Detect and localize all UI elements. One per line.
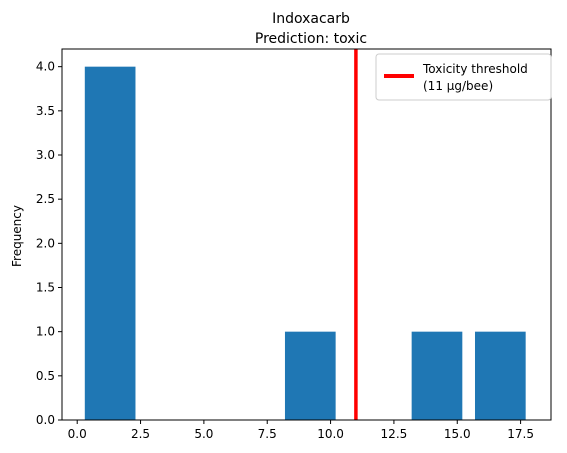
y-tick-label: 2.0 xyxy=(36,236,55,250)
y-tick-label: 4.0 xyxy=(36,60,55,74)
histogram-bar-1 xyxy=(84,66,136,421)
y-tick-label: 0.5 xyxy=(36,369,55,383)
histogram-bar-3 xyxy=(411,331,463,420)
plot-frame xyxy=(61,48,552,421)
x-tick-label: 2.5 xyxy=(131,427,150,441)
legend: Toxicity threshold (11 µg/bee) xyxy=(375,53,552,101)
legend-threshold-label-line2: (11 µg/bee) xyxy=(423,79,493,93)
legend-box xyxy=(375,53,552,101)
y-tick-label: 2.5 xyxy=(36,192,55,206)
x-tick-label: 12.5 xyxy=(381,427,408,441)
legend-threshold-label-line1: Toxicity threshold xyxy=(422,62,528,76)
y-tick-label: 0.0 xyxy=(36,413,55,427)
y-tick-label: 3.5 xyxy=(36,104,55,118)
y-tick-label: 1.5 xyxy=(36,281,55,295)
x-tick-label: 10.0 xyxy=(317,427,344,441)
y-tick-label: 1.0 xyxy=(36,325,55,339)
x-tick-label: 5.0 xyxy=(194,427,213,441)
x-tick-label: 17.5 xyxy=(507,427,534,441)
chart-subtitle: Prediction: toxic xyxy=(255,31,367,47)
y-axis-label: Frequency xyxy=(10,205,24,267)
x-tick-label: 7.5 xyxy=(258,427,277,441)
histogram-bar-2 xyxy=(284,331,336,420)
x-tick-label: 0.0 xyxy=(68,427,87,441)
chart-title: Indoxacarb xyxy=(272,11,350,27)
y-tick-label: 3.0 xyxy=(36,148,55,162)
histogram-bar-4 xyxy=(474,331,526,420)
x-tick-label: 15.0 xyxy=(444,427,471,441)
